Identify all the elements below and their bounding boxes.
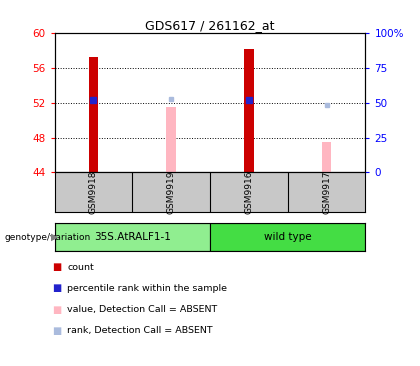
Text: 35S.AtRALF1-1: 35S.AtRALF1-1 <box>94 232 171 242</box>
Text: ■: ■ <box>52 262 61 272</box>
Bar <box>166 107 176 172</box>
Bar <box>322 142 331 172</box>
Text: rank, Detection Call = ABSENT: rank, Detection Call = ABSENT <box>67 326 213 335</box>
Title: GDS617 / 261162_at: GDS617 / 261162_at <box>145 19 275 32</box>
Text: ■: ■ <box>52 283 61 294</box>
Text: ■: ■ <box>52 305 61 315</box>
Bar <box>89 57 98 172</box>
Text: value, Detection Call = ABSENT: value, Detection Call = ABSENT <box>67 305 218 314</box>
Text: GSM9916: GSM9916 <box>244 171 253 214</box>
Text: genotype/variation: genotype/variation <box>4 233 90 242</box>
Text: percentile rank within the sample: percentile rank within the sample <box>67 284 227 293</box>
Bar <box>55 223 210 251</box>
Text: ■: ■ <box>52 326 61 336</box>
Text: wild type: wild type <box>264 232 312 242</box>
Text: ▶: ▶ <box>51 232 59 242</box>
Text: GSM9919: GSM9919 <box>167 171 176 214</box>
Text: GSM9918: GSM9918 <box>89 171 98 214</box>
Text: count: count <box>67 263 94 272</box>
Bar <box>210 223 365 251</box>
Bar <box>244 49 254 172</box>
Text: GSM9917: GSM9917 <box>322 171 331 214</box>
